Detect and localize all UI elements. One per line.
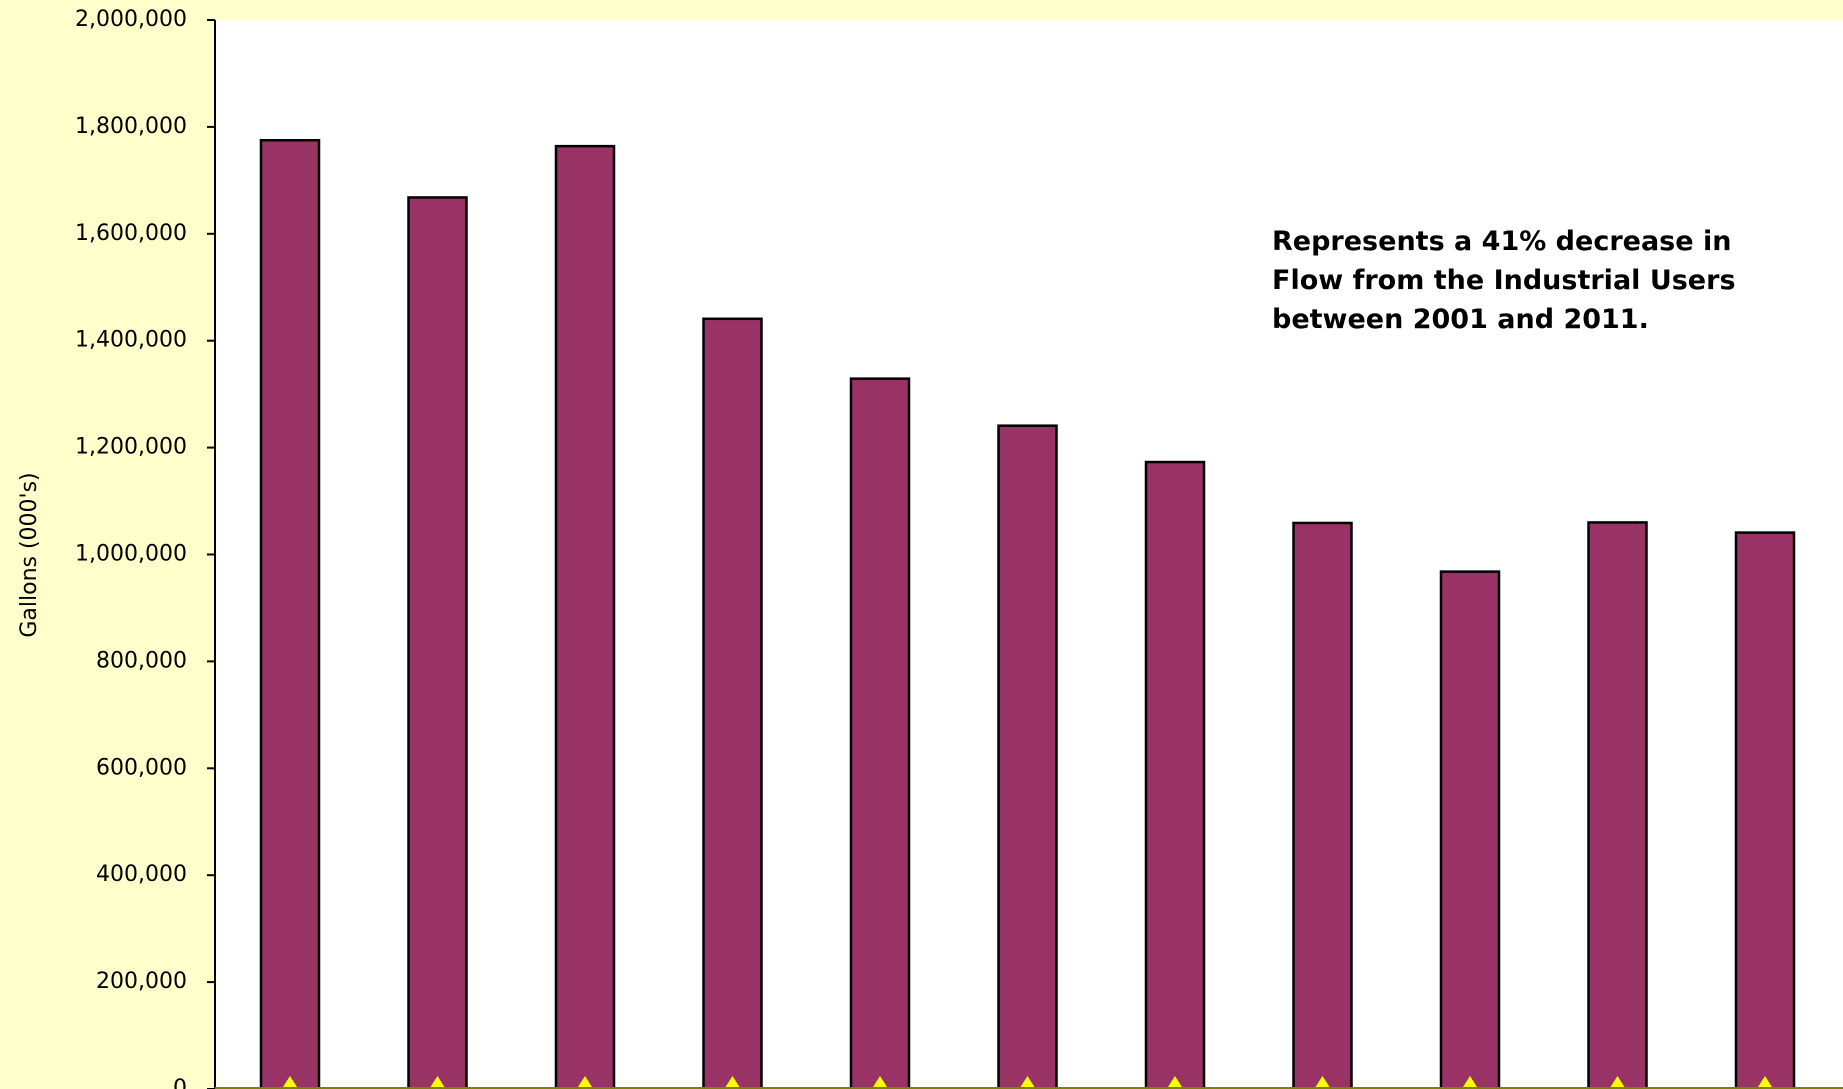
bar	[1292, 521, 1353, 1089]
bars	[259, 139, 1796, 1089]
bar	[849, 377, 911, 1089]
y-tick-label: 800,000	[96, 648, 187, 673]
y-tick-label: 1,200,000	[75, 435, 187, 460]
y-tick-label: 400,000	[96, 862, 187, 887]
bar	[1734, 531, 1796, 1089]
y-tick-label: 1,400,000	[75, 328, 187, 353]
y-tick-label: 600,000	[96, 755, 187, 780]
bar-base-marker	[283, 1076, 297, 1087]
y-tick-label: 1,000,000	[75, 542, 187, 567]
bar	[1144, 460, 1206, 1089]
y-axis-label: Gallons (000's)	[17, 472, 42, 637]
bar-base-marker	[578, 1076, 592, 1087]
bar-base-marker	[873, 1076, 887, 1087]
bar-base-marker	[1758, 1076, 1772, 1087]
bar-base-marker	[1168, 1076, 1182, 1087]
bar	[554, 144, 616, 1089]
bar-base-marker	[430, 1076, 445, 1087]
y-tick-label: 0	[173, 1076, 187, 1089]
bar	[702, 317, 763, 1089]
markers	[283, 1076, 1772, 1087]
bar-base-marker	[725, 1076, 740, 1087]
bar-base-marker	[1315, 1076, 1330, 1087]
bar-base-marker	[1020, 1076, 1035, 1087]
bar	[259, 139, 321, 1089]
bar-base-marker	[1463, 1076, 1477, 1087]
y-tick-label: 1,800,000	[75, 114, 187, 139]
bar-base-marker	[1610, 1076, 1625, 1087]
y-tick-label: 1,600,000	[75, 221, 187, 246]
bar	[1587, 521, 1648, 1089]
y-axis: 0 200,000 400,000 600,000 800,000 1,000,000 1,…	[75, 7, 216, 1089]
bar	[1439, 570, 1501, 1089]
bar	[997, 424, 1058, 1089]
bar	[407, 196, 468, 1089]
annotation-text: Represents a 41% decrease in Flow from t…	[1272, 226, 1736, 335]
y-tick-label: 200,000	[96, 969, 187, 994]
y-tick-label: 2,000,000	[75, 7, 187, 32]
